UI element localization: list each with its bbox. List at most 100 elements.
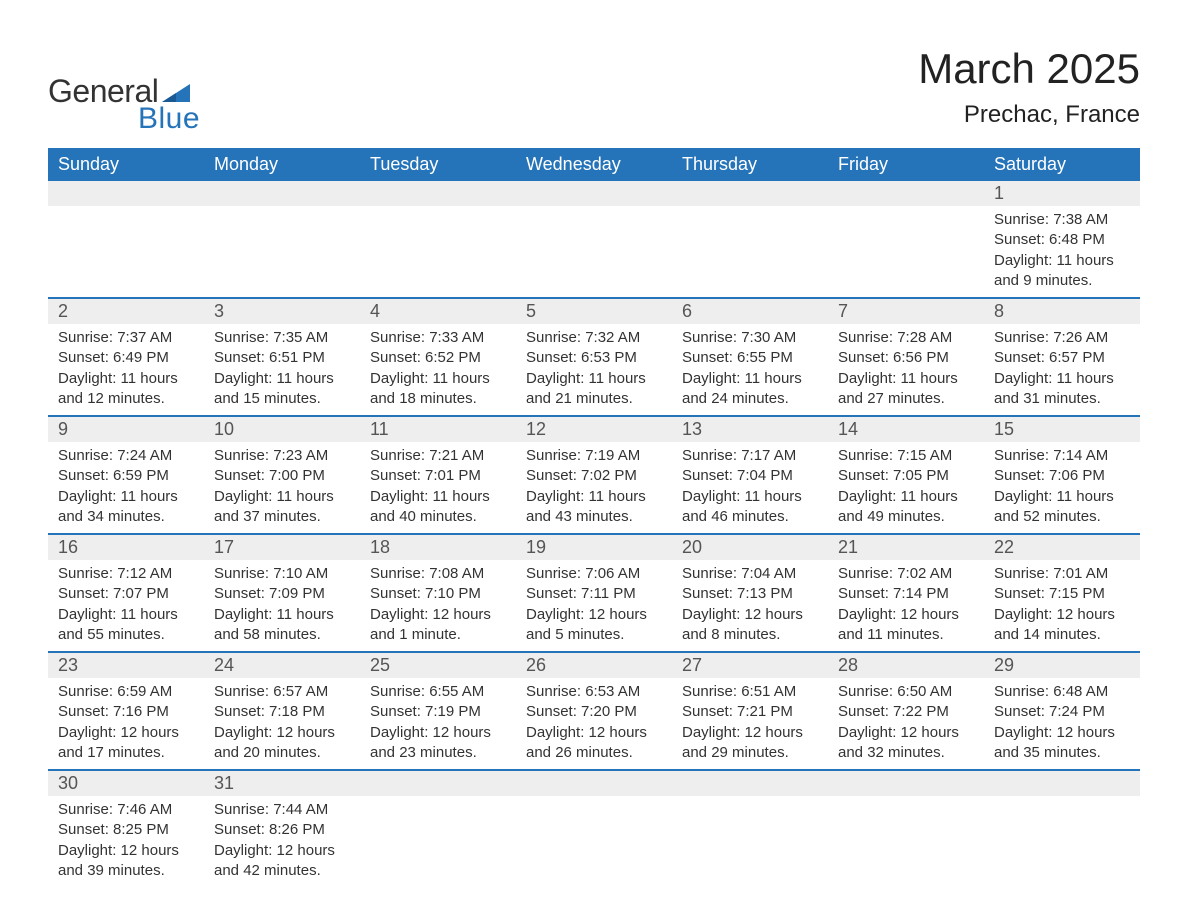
day-number-cell: 1 bbox=[984, 181, 1140, 206]
day-data: Sunrise: 6:57 AMSunset: 7:18 PMDaylight:… bbox=[204, 678, 360, 769]
day-header: Thursday bbox=[672, 148, 828, 181]
day-number-cell bbox=[516, 181, 672, 206]
day-data: Sunrise: 7:44 AMSunset: 8:26 PMDaylight:… bbox=[204, 796, 360, 887]
sunset-text: Sunset: 6:57 PM bbox=[994, 348, 1130, 368]
sunset-text: Sunset: 7:15 PM bbox=[994, 584, 1130, 604]
day-data-cell: Sunrise: 7:28 AMSunset: 6:56 PMDaylight:… bbox=[828, 324, 984, 416]
daylight-text: Daylight: 11 hours and 49 minutes. bbox=[838, 487, 974, 528]
sunrise-text: Sunrise: 7:01 AM bbox=[994, 564, 1130, 584]
day-number: 12 bbox=[516, 417, 672, 442]
sunrise-text: Sunrise: 7:35 AM bbox=[214, 328, 350, 348]
daylight-text: Daylight: 12 hours and 29 minutes. bbox=[682, 723, 818, 764]
sunset-text: Sunset: 6:59 PM bbox=[58, 466, 194, 486]
daylight-text: Daylight: 11 hours and 31 minutes. bbox=[994, 369, 1130, 410]
day-number: 18 bbox=[360, 535, 516, 560]
day-number bbox=[516, 771, 672, 796]
sunset-text: Sunset: 6:56 PM bbox=[838, 348, 974, 368]
sunrise-text: Sunrise: 7:23 AM bbox=[214, 446, 350, 466]
day-number-cell: 19 bbox=[516, 534, 672, 560]
day-data-cell: Sunrise: 7:44 AMSunset: 8:26 PMDaylight:… bbox=[204, 796, 360, 887]
day-number-cell: 11 bbox=[360, 416, 516, 442]
day-data: Sunrise: 7:17 AMSunset: 7:04 PMDaylight:… bbox=[672, 442, 828, 533]
day-data-cell: Sunrise: 7:17 AMSunset: 7:04 PMDaylight:… bbox=[672, 442, 828, 534]
day-number-cell: 9 bbox=[48, 416, 204, 442]
location-label: Prechac, France bbox=[918, 101, 1140, 129]
daylight-text: Daylight: 12 hours and 5 minutes. bbox=[526, 605, 662, 646]
week-daynum-row: 9101112131415 bbox=[48, 416, 1140, 442]
sunrise-text: Sunrise: 7:24 AM bbox=[58, 446, 194, 466]
day-number-cell: 10 bbox=[204, 416, 360, 442]
sunrise-text: Sunrise: 7:12 AM bbox=[58, 564, 194, 584]
day-number bbox=[48, 181, 204, 206]
sunrise-text: Sunrise: 7:37 AM bbox=[58, 328, 194, 348]
week-data-row: Sunrise: 6:59 AMSunset: 7:16 PMDaylight:… bbox=[48, 678, 1140, 770]
day-data: Sunrise: 6:53 AMSunset: 7:20 PMDaylight:… bbox=[516, 678, 672, 769]
daylight-text: Daylight: 11 hours and 34 minutes. bbox=[58, 487, 194, 528]
day-number-cell: 13 bbox=[672, 416, 828, 442]
day-data: Sunrise: 7:06 AMSunset: 7:11 PMDaylight:… bbox=[516, 560, 672, 651]
daylight-text: Daylight: 12 hours and 14 minutes. bbox=[994, 605, 1130, 646]
sunset-text: Sunset: 8:25 PM bbox=[58, 820, 194, 840]
day-data-cell bbox=[516, 796, 672, 887]
day-data bbox=[984, 796, 1140, 826]
daylight-text: Daylight: 11 hours and 12 minutes. bbox=[58, 369, 194, 410]
day-data-cell: Sunrise: 6:59 AMSunset: 7:16 PMDaylight:… bbox=[48, 678, 204, 770]
sunset-text: Sunset: 6:48 PM bbox=[994, 230, 1130, 250]
daylight-text: Daylight: 12 hours and 26 minutes. bbox=[526, 723, 662, 764]
title-block: March 2025 Prechac, France bbox=[918, 45, 1140, 129]
day-data bbox=[360, 206, 516, 236]
day-number-cell: 28 bbox=[828, 652, 984, 678]
daylight-text: Daylight: 12 hours and 11 minutes. bbox=[838, 605, 974, 646]
day-data: Sunrise: 7:28 AMSunset: 6:56 PMDaylight:… bbox=[828, 324, 984, 415]
day-number: 13 bbox=[672, 417, 828, 442]
sunrise-text: Sunrise: 7:44 AM bbox=[214, 800, 350, 820]
daylight-text: Daylight: 11 hours and 40 minutes. bbox=[370, 487, 506, 528]
day-number-cell: 27 bbox=[672, 652, 828, 678]
sunrise-text: Sunrise: 7:46 AM bbox=[58, 800, 194, 820]
day-data: Sunrise: 7:08 AMSunset: 7:10 PMDaylight:… bbox=[360, 560, 516, 651]
day-number-cell bbox=[984, 770, 1140, 796]
day-number-cell: 17 bbox=[204, 534, 360, 560]
day-number-cell: 18 bbox=[360, 534, 516, 560]
day-data bbox=[360, 796, 516, 826]
day-data-cell: Sunrise: 7:33 AMSunset: 6:52 PMDaylight:… bbox=[360, 324, 516, 416]
daylight-text: Daylight: 12 hours and 17 minutes. bbox=[58, 723, 194, 764]
daylight-text: Daylight: 11 hours and 9 minutes. bbox=[994, 251, 1130, 292]
brand-text-2: Blue bbox=[138, 102, 200, 136]
day-number bbox=[360, 181, 516, 206]
day-number-cell bbox=[48, 181, 204, 206]
day-data: Sunrise: 7:30 AMSunset: 6:55 PMDaylight:… bbox=[672, 324, 828, 415]
sunrise-text: Sunrise: 6:48 AM bbox=[994, 682, 1130, 702]
day-number: 15 bbox=[984, 417, 1140, 442]
day-data-cell bbox=[984, 796, 1140, 887]
sunrise-text: Sunrise: 7:28 AM bbox=[838, 328, 974, 348]
day-data-cell: Sunrise: 7:08 AMSunset: 7:10 PMDaylight:… bbox=[360, 560, 516, 652]
sunset-text: Sunset: 6:53 PM bbox=[526, 348, 662, 368]
day-data-cell bbox=[48, 206, 204, 298]
day-number: 16 bbox=[48, 535, 204, 560]
sunset-text: Sunset: 7:11 PM bbox=[526, 584, 662, 604]
sunrise-text: Sunrise: 7:33 AM bbox=[370, 328, 506, 348]
sunrise-text: Sunrise: 7:32 AM bbox=[526, 328, 662, 348]
day-data: Sunrise: 7:26 AMSunset: 6:57 PMDaylight:… bbox=[984, 324, 1140, 415]
sunset-text: Sunset: 7:05 PM bbox=[838, 466, 974, 486]
day-number-cell: 8 bbox=[984, 298, 1140, 324]
daylight-text: Daylight: 12 hours and 8 minutes. bbox=[682, 605, 818, 646]
day-header: Saturday bbox=[984, 148, 1140, 181]
day-number-cell: 31 bbox=[204, 770, 360, 796]
day-data-cell: Sunrise: 7:10 AMSunset: 7:09 PMDaylight:… bbox=[204, 560, 360, 652]
day-number-cell bbox=[828, 770, 984, 796]
day-number: 28 bbox=[828, 653, 984, 678]
day-number bbox=[672, 181, 828, 206]
day-data bbox=[204, 206, 360, 236]
day-number-cell: 4 bbox=[360, 298, 516, 324]
daylight-text: Daylight: 12 hours and 32 minutes. bbox=[838, 723, 974, 764]
day-data-cell: Sunrise: 7:04 AMSunset: 7:13 PMDaylight:… bbox=[672, 560, 828, 652]
day-number bbox=[360, 771, 516, 796]
daylight-text: Daylight: 11 hours and 46 minutes. bbox=[682, 487, 818, 528]
sunrise-text: Sunrise: 7:30 AM bbox=[682, 328, 818, 348]
day-header: Friday bbox=[828, 148, 984, 181]
day-number: 11 bbox=[360, 417, 516, 442]
daylight-text: Daylight: 11 hours and 27 minutes. bbox=[838, 369, 974, 410]
day-number: 2 bbox=[48, 299, 204, 324]
